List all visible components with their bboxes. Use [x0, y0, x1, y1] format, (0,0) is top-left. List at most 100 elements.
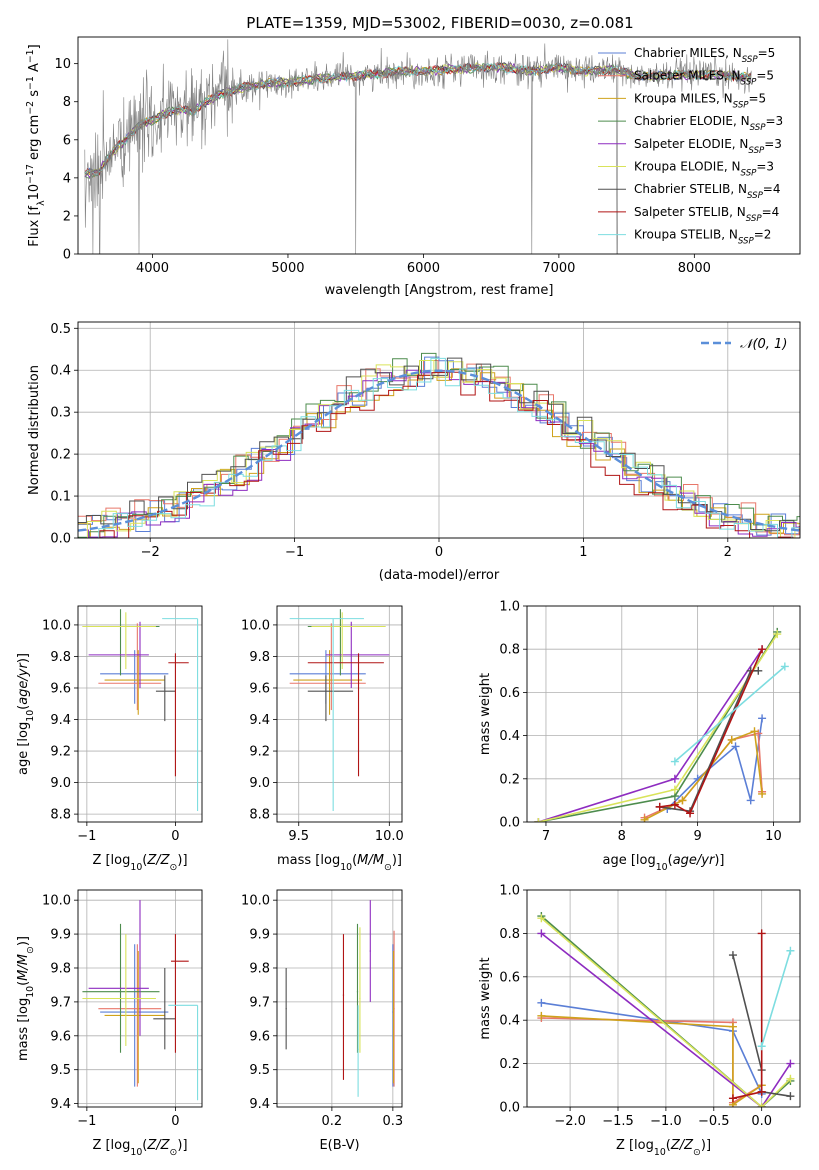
y-axis-label-part: (	[16, 705, 31, 710]
y-tick-label: 0	[63, 248, 71, 263]
y-axis-label: Flux [fλ10−17 erg cm−2 s−1 A−1]	[25, 44, 47, 246]
weight-line-kroupa-stelib	[760, 950, 792, 1047]
axes-spectrum: 4000 5000 6000 7000 8000 0 2 4 6 8 10 Chabrier MILE…	[25, 36, 801, 298]
axes-mass_vs_z: −1 09.49.59.69.79.89.910.0Z [log10(Z/Z⊙)]…	[16, 889, 203, 1158]
y-axis-label-part: (	[16, 981, 31, 986]
x-tick-label: 0	[435, 545, 443, 560]
axes-age_vs_z: −1 08.89.09.29.49.69.810.0Z [log10(Z/Z⊙)]…	[16, 605, 203, 873]
y-axis-label-part: λ	[36, 200, 47, 206]
x-axis-label-part: Z/Z	[146, 853, 170, 868]
weight-marker	[534, 818, 543, 822]
x-axis-label-part: age/yr	[673, 853, 716, 868]
y-tick-label: 9.8	[249, 961, 270, 976]
x-axis-label-part: 10	[656, 862, 668, 873]
x-axis-label-part: age [log	[602, 853, 655, 868]
legend-label: Kroupa MILES, NSSP=5	[634, 91, 766, 110]
weight-marker	[678, 796, 687, 805]
weight-marker	[786, 946, 795, 955]
weight-marker	[640, 815, 649, 822]
x-axis-label: age [log10(age/yr)]	[602, 853, 724, 873]
x-axis-label-part: 10	[654, 1147, 666, 1158]
x-tick-label: −1	[285, 545, 304, 560]
y-tick-label: 9.2	[50, 745, 71, 760]
y-axis-label-part: )]	[16, 936, 31, 946]
y-tick-label: 9.6	[50, 1029, 71, 1044]
weight-marker	[758, 645, 767, 654]
y-axis-label-part: 10	[25, 986, 36, 998]
legend-label-part: =4	[762, 205, 780, 219]
weight-marker	[670, 800, 679, 809]
x-axis-label: E(B-V)	[319, 1138, 359, 1153]
x-tick-label: 0.2	[322, 1114, 343, 1129]
y-tick-label: 4	[63, 171, 71, 186]
x-tick-label: 0	[171, 1114, 179, 1129]
weight-marker	[537, 1011, 546, 1020]
x-axis-label-part: 10	[340, 862, 352, 873]
y-axis-label-part: −1	[25, 76, 36, 90]
y-tick-label: 9.5	[249, 1063, 270, 1078]
axes-frame	[526, 889, 801, 1108]
x-tick-label: 10.0	[375, 829, 404, 844]
legend-label: Chabrier MILES, NSSP=5	[634, 46, 775, 65]
weight-marker	[686, 809, 695, 818]
weight-line-kroupa-miles	[541, 1015, 763, 1107]
x-axis-label: Z [log10(Z/Z⊙)]	[92, 853, 187, 873]
weight-marker	[728, 951, 737, 960]
y-tick-label: 0.8	[499, 927, 520, 942]
x-tick-label: −0.5	[698, 1114, 730, 1129]
y-axis-label-part: ⊙	[25, 946, 36, 954]
x-axis-label-part: ⊙	[170, 1147, 178, 1158]
plot-area-age_vs_z	[82, 609, 199, 811]
y-tick-label: 8	[63, 95, 71, 110]
y-tick-label: 9.6	[249, 1029, 270, 1044]
weight-marker	[780, 662, 789, 671]
legend-label-part: =4	[763, 182, 781, 196]
x-axis-label-part: M/M	[357, 853, 384, 868]
y-tick-label: 0.2	[499, 772, 520, 787]
x-tick-label: 0	[171, 829, 179, 844]
legend-label-part: =3	[756, 160, 774, 174]
normal-curve	[78, 369, 800, 532]
y-tick-label: 8.8	[50, 808, 71, 823]
y-tick-label: 0.0	[499, 816, 520, 831]
weight-line-kroupa-elodie	[540, 917, 791, 1107]
legend-label-part: Salpeter ELODIE, N	[634, 137, 748, 151]
plot-area-mass_vs_z	[82, 900, 199, 1101]
x-axis-label-part: Z/Z	[670, 1138, 694, 1153]
legend-label: Salpeter STELIB, NSSP=4	[634, 205, 779, 224]
data-spectrum-line	[84, 39, 752, 254]
x-axis-label-part: )]	[392, 853, 402, 868]
y-tick-label: 0.2	[50, 448, 71, 463]
histogram-chabrier-stelib	[78, 357, 800, 532]
axes-residuals: −2 −1 0 1 2 0.0 0.1 0.2 0.3 0.4 0.5 𝒩(0, 1) (data-mo…	[27, 321, 801, 583]
legend-label-part: =2	[754, 228, 772, 242]
y-tick-label: 0.5	[50, 322, 71, 337]
weight-marker	[750, 727, 759, 736]
axes-frame	[526, 605, 801, 823]
legend-label-part: SSP	[741, 169, 758, 179]
legend-label-part: Kroupa MILES, N	[634, 91, 733, 105]
weight-marker	[537, 998, 546, 1007]
y-axis-label-part: age/yr	[16, 661, 31, 704]
x-axis-label-part: )]	[701, 1138, 711, 1153]
x-axis-label-part: (	[668, 853, 673, 868]
axes-frame	[77, 36, 801, 255]
y-tick-label: 9.7	[249, 995, 270, 1010]
x-axis-label-part: (	[666, 1138, 671, 1153]
axes-frame	[276, 889, 403, 1108]
x-tick-label: −2	[141, 545, 160, 560]
legend-label-part: Chabrier STELIB, N	[634, 182, 747, 196]
weight-marker	[537, 929, 546, 938]
legend-label-part: =5	[758, 46, 776, 60]
y-tick-label: 9.4	[249, 1097, 270, 1112]
y-tick-label: 9.8	[249, 650, 270, 665]
y-tick-label: 0.4	[50, 364, 71, 379]
y-tick-label: 9.8	[50, 961, 71, 976]
y-axis-label-part: age [log	[16, 722, 31, 775]
weight-marker	[670, 757, 679, 766]
legend-label-part: SSP	[738, 237, 755, 247]
y-tick-label: 1.0	[499, 600, 520, 615]
axes-frame	[77, 889, 203, 1108]
x-tick-label: −1	[77, 1114, 96, 1129]
